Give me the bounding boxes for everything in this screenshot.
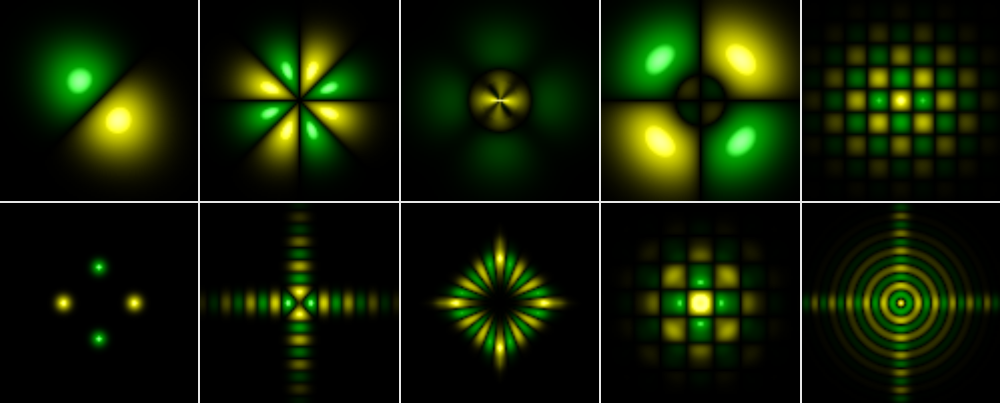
panel-diamond-ring bbox=[400, 202, 600, 403]
panel-concentric-star bbox=[801, 202, 1000, 403]
square-ring-grid-image bbox=[601, 202, 800, 403]
diamond-ring-image bbox=[400, 202, 600, 403]
panel-ring-with-inner-cross bbox=[400, 0, 600, 201]
eight-lobe-rosette-image bbox=[200, 0, 399, 201]
panel-diagonal-dipole bbox=[0, 0, 199, 201]
concentric-star-image bbox=[801, 202, 1000, 403]
ring-with-inner-cross-image bbox=[400, 0, 600, 201]
square-lattice-image bbox=[801, 0, 1000, 201]
panel-cross-fringes bbox=[200, 202, 399, 403]
four-quadrant-ring-image bbox=[601, 0, 800, 201]
panel-four-quadrant-ring bbox=[601, 0, 800, 201]
panel-four-spot bbox=[0, 202, 199, 403]
four-spot-image bbox=[0, 202, 199, 403]
cross-fringes-image bbox=[200, 202, 399, 403]
diagonal-dipole-image bbox=[0, 0, 199, 201]
panel-square-lattice bbox=[801, 0, 1000, 201]
panel-eight-lobe-rosette bbox=[200, 0, 399, 201]
panel-square-ring-grid bbox=[601, 202, 800, 403]
